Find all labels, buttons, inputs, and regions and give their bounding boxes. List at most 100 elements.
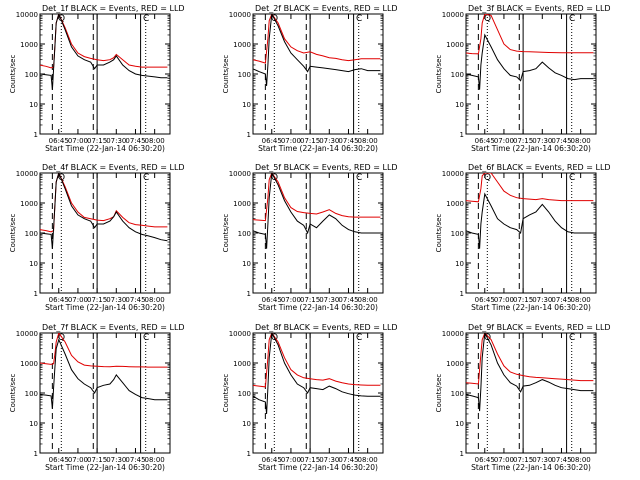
y-tick-label: 1 (460, 131, 464, 139)
y-tick-label: 100 (451, 71, 464, 79)
y-tick-label: 10 (455, 101, 464, 109)
series-lld-line (466, 14, 594, 55)
x-tick-label: 08:00 (145, 456, 165, 464)
y-tick-label: 1 (460, 450, 464, 458)
overlay-letter-c: C (143, 333, 149, 343)
x-tick-label: 07:45 (338, 456, 358, 464)
x-tick-label: 07:00 (68, 296, 88, 304)
panel-title: Det_1f BLACK = Events, RED = LLD (42, 4, 185, 13)
y-tick-label: 10000 (442, 11, 464, 19)
panel-8: Det_8f BLACK = Events, RED = LLD 1 10 100 10… (222, 323, 398, 472)
overlay-letter-c: C (356, 14, 362, 24)
panel-title: Det_3f BLACK = Events, RED = LLD (468, 4, 611, 13)
series-lld-line (253, 333, 381, 388)
series-events-line (466, 333, 594, 412)
y-tick-label: 1000 (20, 360, 38, 368)
x-tick-label: 07:30 (106, 456, 126, 464)
x-axis-label: Start Time (22-Jan-14 06:30:20) (471, 303, 591, 312)
x-tick-label: 06:45 (262, 296, 282, 304)
y-tick-label: 10 (29, 260, 38, 268)
panel-title: Det_8f BLACK = Events, RED = LLD (255, 323, 398, 332)
x-tick-label: 06:45 (49, 456, 69, 464)
overlay-letter-c: C (356, 173, 362, 183)
y-tick-label: 10 (29, 101, 38, 109)
x-axis-label: Start Time (22-Jan-14 06:30:20) (258, 303, 378, 312)
plot-frame (465, 13, 597, 135)
panel-1: Det_1f BLACK = Events, RED = LLD 1 10 100 10… (9, 4, 185, 153)
y-tick-label: 1000 (20, 41, 38, 49)
panel-2: Det_2f BLACK = Events, RED = LLD 1 10 100 10… (222, 4, 398, 153)
x-tick-label: 07:45 (338, 296, 358, 304)
panel-title: Det_7f BLACK = Events, RED = LLD (42, 323, 185, 332)
plot-frame (39, 172, 171, 294)
x-tick-label: 06:45 (475, 296, 495, 304)
x-axis-label: Start Time (22-Jan-14 06:30:20) (45, 144, 165, 153)
x-tick-label: 07:45 (551, 137, 571, 145)
series-events-line (40, 173, 168, 249)
x-tick-label: 08:00 (571, 137, 591, 145)
panel-title: Det_2f BLACK = Events, RED = LLD (255, 4, 398, 13)
x-tick-label: 07:30 (532, 296, 552, 304)
y-axis-label: Counts/sec (222, 374, 230, 413)
y-tick-label: 100 (238, 71, 251, 79)
x-tick-label: 07:30 (319, 296, 339, 304)
y-tick-label: 100 (451, 390, 464, 398)
overlay-letter-c: C (569, 173, 575, 183)
y-tick-label: 10000 (229, 170, 251, 178)
y-tick-label: 10 (242, 420, 251, 428)
y-axis-label: Counts/sec (9, 374, 17, 413)
y-tick-label: 100 (25, 71, 38, 79)
y-tick-label: 100 (238, 390, 251, 398)
y-tick-label: 10000 (442, 330, 464, 338)
x-tick-label: 06:45 (49, 296, 69, 304)
y-tick-label: 1000 (446, 360, 464, 368)
x-tick-label: 08:00 (358, 296, 378, 304)
x-tick-label: 07:00 (281, 296, 301, 304)
overlay-letter-c: C (356, 333, 362, 343)
series-events-line (40, 338, 168, 409)
x-tick-label: 07:15 (87, 456, 107, 464)
series-lld-line (466, 173, 594, 203)
plot-frame (39, 332, 171, 454)
y-axis-label: Counts/sec (9, 214, 17, 253)
x-tick-label: 07:30 (319, 456, 339, 464)
y-tick-label: 100 (238, 230, 251, 238)
overlay-letter-q: Q (58, 333, 65, 343)
x-tick-label: 07:15 (300, 296, 320, 304)
panel-title: Det_4f BLACK = Events, RED = LLD (42, 163, 185, 172)
x-tick-label: 07:15 (87, 137, 107, 145)
x-axis-label: Start Time (22-Jan-14 06:30:20) (258, 463, 378, 472)
x-axis-label: Start Time (22-Jan-14 06:30:20) (258, 144, 378, 153)
x-axis-label: Start Time (22-Jan-14 06:30:20) (471, 463, 591, 472)
y-tick-label: 10 (242, 260, 251, 268)
panel-4: Det_4f BLACK = Events, RED = LLD 1 10 100 10… (9, 163, 185, 312)
panel-3: Det_3f BLACK = Events, RED = LLD 1 10 100 10… (435, 4, 611, 153)
y-tick-label: 1000 (20, 200, 38, 208)
y-tick-label: 1 (34, 131, 38, 139)
x-tick-label: 08:00 (145, 296, 165, 304)
y-tick-label: 1 (34, 450, 38, 458)
y-tick-label: 100 (25, 230, 38, 238)
x-tick-label: 07:30 (532, 456, 552, 464)
x-tick-label: 07:00 (494, 456, 514, 464)
y-tick-label: 1000 (233, 360, 251, 368)
y-tick-label: 10000 (229, 330, 251, 338)
x-tick-label: 07:45 (338, 137, 358, 145)
series-lld-line (40, 333, 168, 368)
y-tick-label: 1 (34, 290, 38, 298)
x-tick-label: 07:00 (494, 296, 514, 304)
x-tick-label: 08:00 (358, 137, 378, 145)
plot-frame (465, 332, 597, 454)
series-events-line (40, 14, 168, 90)
overlay-letter-c: C (569, 14, 575, 24)
overlay-letter-c: C (143, 14, 149, 24)
y-tick-label: 10000 (16, 11, 38, 19)
series-events-line (253, 333, 381, 415)
y-tick-label: 10 (242, 101, 251, 109)
x-axis-label: Start Time (22-Jan-14 06:30:20) (45, 303, 165, 312)
x-tick-label: 07:45 (551, 456, 571, 464)
y-axis-label: Counts/sec (222, 214, 230, 253)
overlay-letter-q: Q (484, 173, 491, 183)
x-tick-label: 07:15 (300, 456, 320, 464)
x-tick-label: 08:00 (358, 456, 378, 464)
